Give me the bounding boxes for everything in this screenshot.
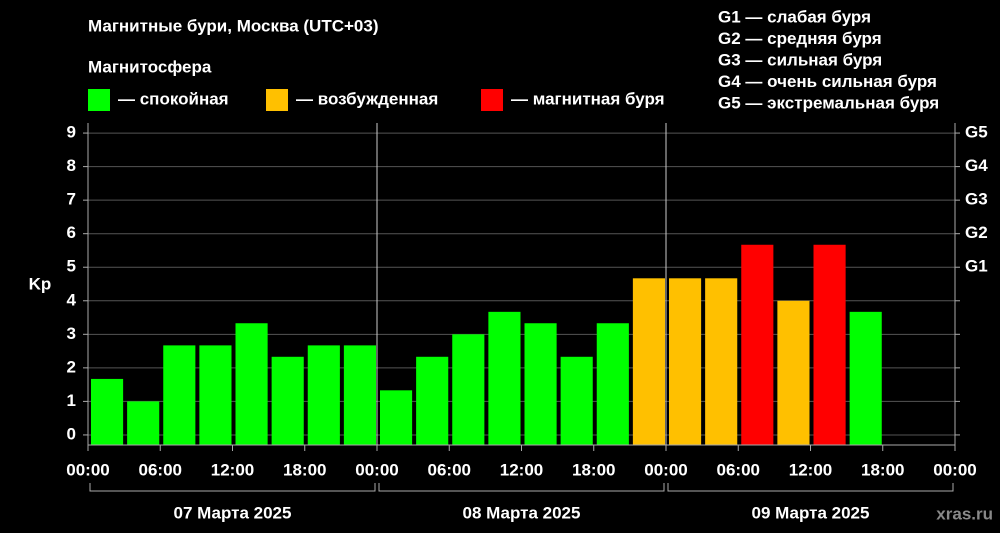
day-label: 07 Марта 2025 bbox=[174, 503, 292, 522]
bar bbox=[741, 244, 774, 445]
y-tick-label: 1 bbox=[67, 391, 76, 410]
x-tick-label: 18:00 bbox=[861, 460, 904, 479]
x-tick-label: 12:00 bbox=[789, 460, 832, 479]
bar bbox=[307, 345, 340, 445]
y-tick-label: 2 bbox=[67, 357, 76, 376]
scale-note: G1 — слабая буря bbox=[718, 7, 871, 26]
x-tick-label: 12:00 bbox=[500, 460, 543, 479]
y-tick-label: 7 bbox=[67, 190, 76, 209]
x-tick-label: 06:00 bbox=[428, 460, 471, 479]
y2-tick-label: G2 bbox=[965, 223, 988, 242]
y2-tick-label: G4 bbox=[965, 156, 988, 175]
bar bbox=[596, 323, 629, 445]
bar bbox=[777, 300, 810, 445]
x-tick-label: 18:00 bbox=[572, 460, 615, 479]
x-tick-label: 00:00 bbox=[355, 460, 398, 479]
day-label: 09 Марта 2025 bbox=[752, 503, 870, 522]
bar bbox=[669, 278, 702, 445]
bar bbox=[488, 311, 521, 445]
legend-label: — магнитная буря bbox=[511, 89, 665, 108]
bar bbox=[343, 345, 376, 445]
x-tick-label: 06:00 bbox=[139, 460, 182, 479]
day-bracket bbox=[667, 483, 954, 492]
bar bbox=[524, 323, 557, 445]
y2-tick-label: G1 bbox=[965, 257, 988, 276]
bar bbox=[813, 244, 846, 445]
legend-title: Магнитосфера bbox=[88, 57, 212, 76]
legend-swatch bbox=[266, 89, 288, 111]
day-bracket bbox=[89, 483, 376, 492]
y-tick-label: 8 bbox=[67, 156, 76, 175]
bar bbox=[380, 390, 413, 445]
bar bbox=[163, 345, 196, 445]
y-tick-label: 6 bbox=[67, 223, 76, 242]
x-tick-label: 00:00 bbox=[66, 460, 109, 479]
legend-swatch bbox=[88, 89, 110, 111]
x-tick-label: 18:00 bbox=[283, 460, 326, 479]
watermark: xras.ru bbox=[936, 504, 993, 523]
legend-label: — спокойная bbox=[118, 89, 229, 108]
scale-note: G2 — средняя буря bbox=[718, 29, 882, 48]
scale-note: G3 — сильная буря bbox=[718, 50, 882, 69]
scale-note: G4 — очень сильная буря bbox=[718, 72, 937, 91]
y-tick-label: 5 bbox=[67, 257, 76, 276]
bar bbox=[705, 278, 738, 445]
bar bbox=[452, 334, 485, 445]
day-bracket bbox=[378, 483, 665, 492]
y2-tick-label: G5 bbox=[965, 123, 988, 142]
y-axis-label: Kp bbox=[29, 274, 52, 293]
y-tick-label: 0 bbox=[67, 424, 76, 443]
bar bbox=[560, 356, 593, 445]
bar bbox=[632, 278, 665, 445]
x-tick-label: 00:00 bbox=[644, 460, 687, 479]
chart-title: Магнитные бури, Москва (UTC+03) bbox=[88, 16, 379, 35]
y-tick-label: 9 bbox=[67, 123, 76, 142]
y-tick-label: 4 bbox=[67, 290, 77, 309]
day-label: 08 Марта 2025 bbox=[463, 503, 581, 522]
bar bbox=[199, 345, 232, 445]
bar bbox=[849, 311, 882, 445]
x-tick-label: 06:00 bbox=[717, 460, 760, 479]
legend-label: — возбужденная bbox=[296, 89, 438, 108]
bar bbox=[91, 378, 124, 445]
bar bbox=[271, 356, 304, 445]
x-tick-label: 12:00 bbox=[211, 460, 254, 479]
y-tick-label: 3 bbox=[67, 324, 76, 343]
bar bbox=[416, 356, 449, 445]
bar bbox=[235, 323, 268, 445]
x-tick-label: 00:00 bbox=[933, 460, 976, 479]
y2-tick-label: G3 bbox=[965, 190, 988, 209]
legend-swatch bbox=[481, 89, 503, 111]
bar bbox=[127, 401, 160, 445]
scale-note: G5 — экстремальная буря bbox=[718, 93, 939, 112]
